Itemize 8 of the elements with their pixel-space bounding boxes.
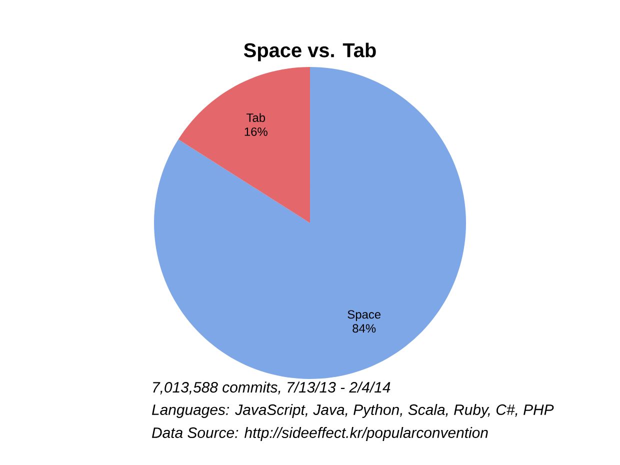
- chart-title: Space vs. Tab: [244, 42, 376, 62]
- slice-label: Tab: [246, 113, 266, 122]
- slice-label: Space: [348, 310, 381, 322]
- text: Languages: JavaScript, Java, Python, Scala, Ruby, C#, PHP: [152, 404, 554, 418]
- source-note: Data Source: http://sideeffect.kr/popularconvention: [152, 427, 488, 441]
- text: 7,013,588 commits, 7/13/13 - 2/4/14: [153, 382, 390, 394]
- data-label: 16%: [244, 127, 268, 136]
- data-label: 84%: [352, 324, 376, 333]
